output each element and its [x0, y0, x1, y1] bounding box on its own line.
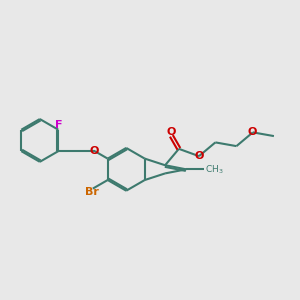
- Text: O: O: [90, 146, 99, 156]
- Text: CH$_3$: CH$_3$: [206, 163, 224, 176]
- Text: O: O: [195, 151, 204, 161]
- Text: O: O: [167, 127, 176, 137]
- Text: O: O: [248, 127, 257, 137]
- Text: F: F: [55, 120, 63, 130]
- Text: Br: Br: [85, 187, 99, 197]
